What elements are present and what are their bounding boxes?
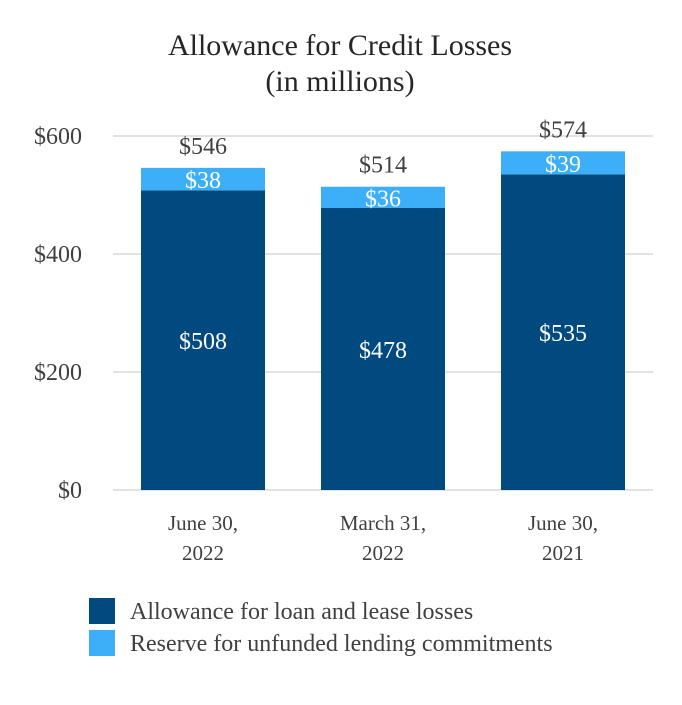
legend-label: Reserve for unfunded lending commitments [130,631,553,657]
x-tick-label: June 30, [528,511,598,535]
data-label-total: $546 [179,134,227,160]
bar-segment-unfunded [141,167,265,191]
data-label-total: $514 [359,153,407,179]
bar-segment-loan-lease [141,190,265,490]
x-tick-label: June 30, [168,511,238,535]
data-label-loan-lease: $508 [179,329,227,355]
bar-segment-unfunded [321,186,445,208]
bar-segment-unfunded [501,151,625,175]
data-label-unfunded: $36 [365,186,401,212]
data-label-loan-lease: $535 [539,321,587,347]
title-group: Allowance for Credit Losses (in millions… [168,29,512,98]
legend: Allowance for loan and lease losses Reser… [89,598,553,657]
y-tick-label: $0 [58,478,82,504]
legend-swatch [89,598,115,624]
bar-segment-loan-lease [321,207,445,491]
data-label-unfunded: $39 [545,152,581,178]
x-tick-label: 2022 [182,541,224,565]
data-labels: $508 $38 $546 $478 $36 $514 $535 $39 $574 [179,117,587,364]
chart-title: Allowance for Credit Losses [168,29,512,62]
x-tick-label: 2022 [362,541,404,565]
bar-segment-loan-lease [501,174,625,490]
y-tick-label: $600 [34,124,82,150]
y-tick-label: $200 [34,360,82,386]
legend-swatch [89,630,115,656]
data-label-total: $574 [539,117,587,143]
data-label-unfunded: $38 [185,168,221,194]
y-tick-label: $400 [34,242,82,268]
legend-label: Allowance for loan and lease losses [130,599,473,625]
y-axis: $0 $200 $400 $600 [34,124,82,504]
data-label-loan-lease: $478 [359,338,407,364]
chart-subtitle: (in millions) [265,65,414,98]
x-tick-label: 2021 [542,541,584,565]
x-tick-label: March 31, [340,511,426,535]
bars [141,151,625,491]
x-axis: June 30, 2022 March 31, 2022 June 30, 2021 [168,511,598,565]
